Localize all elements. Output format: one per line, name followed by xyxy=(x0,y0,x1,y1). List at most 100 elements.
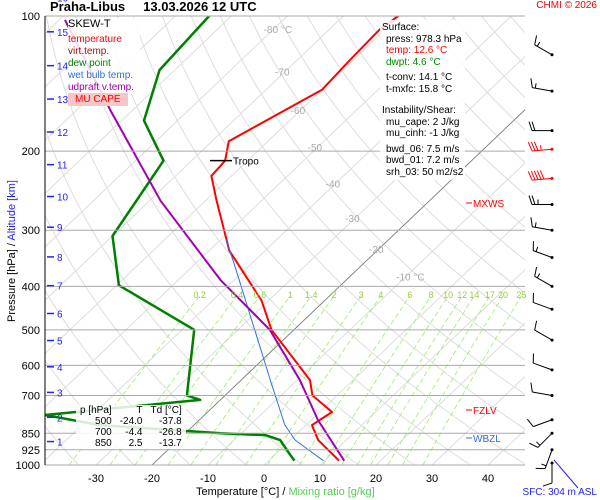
barb-flag xyxy=(526,418,534,427)
isotherm xyxy=(45,16,456,408)
y-axis-label-altitude: Altitude [km] xyxy=(6,180,18,241)
sfc-pointer xyxy=(553,459,579,489)
altitude-tick-label: 14 xyxy=(57,62,69,73)
mixing-ratio-line xyxy=(299,295,411,465)
x-axis-label-mixing: Mixing ratio [g/kg] xyxy=(288,486,375,498)
barb-flag xyxy=(536,170,542,180)
barb-flag xyxy=(527,142,533,152)
barb-flag xyxy=(542,482,553,487)
barb-staff xyxy=(532,226,553,231)
isotherm xyxy=(375,322,525,465)
barb-half xyxy=(534,222,537,228)
altitude-tick-label: 6 xyxy=(57,309,63,320)
mixing-ratio-label: 1.4 xyxy=(305,290,318,300)
x-tick-label: -30 xyxy=(88,473,104,485)
wind-barb xyxy=(529,431,554,448)
wind-barb xyxy=(532,353,554,372)
wind-barb xyxy=(530,217,554,232)
y-tick-label: 600 xyxy=(22,360,40,372)
wind-barb xyxy=(532,292,554,311)
isotherm xyxy=(431,375,525,465)
barb-staff xyxy=(533,419,553,428)
series-udpraft-v-temp- xyxy=(64,19,346,462)
mixing-ratio-label: 4 xyxy=(378,290,383,300)
barb-station xyxy=(550,284,554,288)
mxws-label: MXWS xyxy=(473,199,504,210)
altitude-tick-label: 8 xyxy=(57,253,63,264)
surface-tconv: t-conv: 14.1 °C xyxy=(386,72,453,83)
barb-staff xyxy=(534,329,553,341)
mixing-ratio-label: 10 xyxy=(443,290,453,300)
barb-station xyxy=(550,393,554,397)
credit: CHMI © 2026 xyxy=(536,0,597,11)
barb-half xyxy=(536,273,541,279)
surface-tmxfc: t-mxfc: 15.8 °C xyxy=(386,83,453,95)
altitude-tick-label: 10 xyxy=(57,193,69,204)
barb-half xyxy=(541,463,547,467)
barb-station xyxy=(550,255,554,259)
wind-barb xyxy=(534,266,554,288)
altitude-tick-label: 15 xyxy=(57,28,69,39)
mixing-ratio-label: 0.4 xyxy=(231,290,244,300)
reference-line xyxy=(151,109,525,465)
table-row: 850 2.5 -13.7 xyxy=(76,438,186,449)
barb-half xyxy=(536,441,541,446)
surface-dwpt: dwpt: 4.6 °C xyxy=(386,56,441,68)
sfc-label: SFC: 304 m ASL xyxy=(523,487,598,498)
mixing-ratio-label: 6 xyxy=(407,290,412,300)
dry-adiabat xyxy=(539,16,600,465)
y-axis-label: Pressure [hPa] / Altitude [km] xyxy=(6,161,18,341)
mixing-ratio-label: 17 xyxy=(485,290,495,300)
barb-flag xyxy=(528,121,533,131)
legend-updraft: udpraft v.temp. xyxy=(68,82,134,93)
barb-half xyxy=(534,83,537,89)
cell: 850 xyxy=(95,438,112,449)
mixing-ratio-label: 3 xyxy=(359,290,364,300)
barb-flag xyxy=(530,382,533,393)
altitude-tick-label: 13 xyxy=(57,95,69,106)
y-tick-label: 500 xyxy=(22,325,40,337)
cell: -26.8 xyxy=(158,427,182,438)
wind-barb xyxy=(527,141,554,152)
y-tick-label: 100 xyxy=(22,11,40,23)
barb-staff xyxy=(533,301,553,310)
barb-station xyxy=(550,89,554,93)
barb-station xyxy=(550,338,554,342)
cell: 2.5 xyxy=(128,438,143,449)
tropopause-label: Tropo xyxy=(233,157,259,168)
x-axis-label: Temperature [°C] / Mixing ratio [g/kg] xyxy=(196,486,375,498)
y-tick-label: 700 xyxy=(22,390,40,402)
barb-station xyxy=(550,147,554,151)
col-header: T xyxy=(136,405,143,416)
y-axis-label-sep: / xyxy=(6,243,18,247)
x-tick-label: 20 xyxy=(370,473,382,485)
barb-flag xyxy=(531,121,536,131)
legend-wet-bulb: wet bulb temp. xyxy=(68,70,134,81)
legend-title: SKEW-T xyxy=(68,18,111,30)
surface-press: press: 978.3 hPa xyxy=(386,33,462,45)
isotherm xyxy=(319,269,525,465)
bwd-06: bwd_06: 7.5 m/s xyxy=(386,143,460,155)
altitude-tick-label: 1 xyxy=(57,438,63,449)
mixing-ratio-label: 1 xyxy=(288,290,293,300)
wind-barb xyxy=(542,461,554,487)
barb-flag xyxy=(530,170,536,181)
isotherm-label: -70 xyxy=(275,68,290,79)
dry-adiabat xyxy=(568,16,600,465)
dry-adiabat xyxy=(190,16,525,395)
mu-cape-legend: MU CAPE xyxy=(68,93,128,106)
wind-barb xyxy=(528,195,554,207)
wind-barb xyxy=(534,35,554,57)
cell: 700 xyxy=(95,427,112,438)
barb-station xyxy=(550,176,554,180)
y-axis-label-pressure: Pressure [hPa] xyxy=(6,249,18,322)
mixing-ratio-label: 2 xyxy=(332,290,337,300)
station-name: Praha-Libus xyxy=(50,0,126,14)
x-tick-label: 10 xyxy=(314,473,326,485)
x-axis-label-sep: / xyxy=(282,486,286,498)
barb-half xyxy=(536,41,541,47)
mixing-ratio-label: 14 xyxy=(469,290,479,300)
srh-03: srh_03: 50 m2/s2 xyxy=(386,166,464,178)
cell: 500 xyxy=(95,416,112,427)
dry-adiabat xyxy=(277,16,525,294)
